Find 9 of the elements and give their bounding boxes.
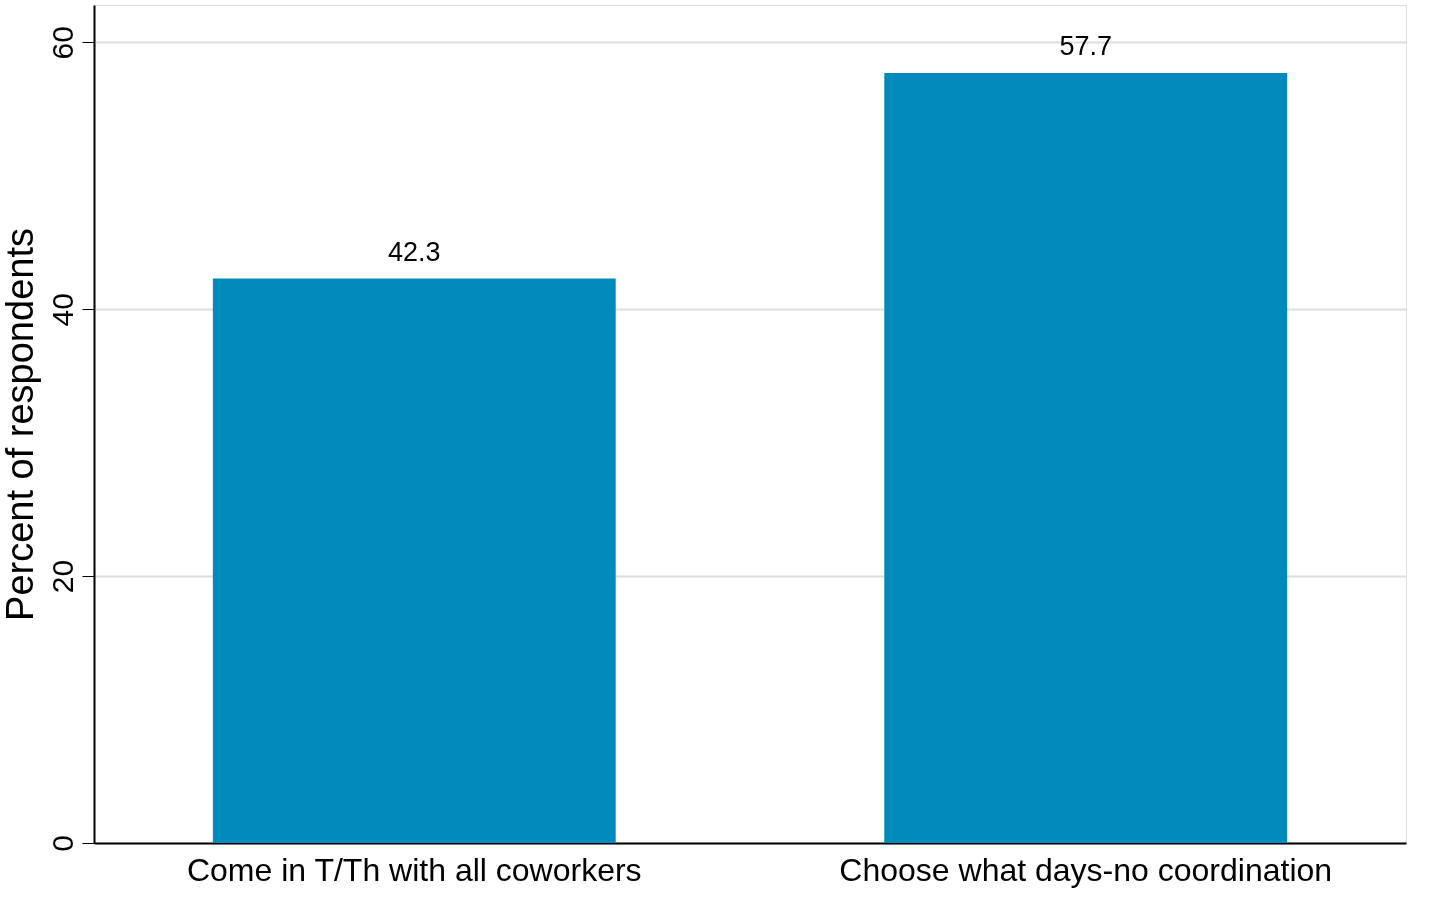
x-tick-label: Come in T/Th with all coworkers	[186, 851, 642, 888]
y-tick-label: 0	[45, 835, 79, 852]
x-tick-label: Choose what days-no coordination	[839, 851, 1333, 888]
data-label: 57.7	[1059, 31, 1112, 62]
data-label: 42.3	[388, 236, 441, 267]
y-axis-title: Percent of respondents	[0, 228, 41, 621]
y-tick-label: 20	[45, 559, 79, 594]
y-tick-label: 60	[45, 26, 79, 60]
y-tick-label: 40	[45, 293, 79, 327]
